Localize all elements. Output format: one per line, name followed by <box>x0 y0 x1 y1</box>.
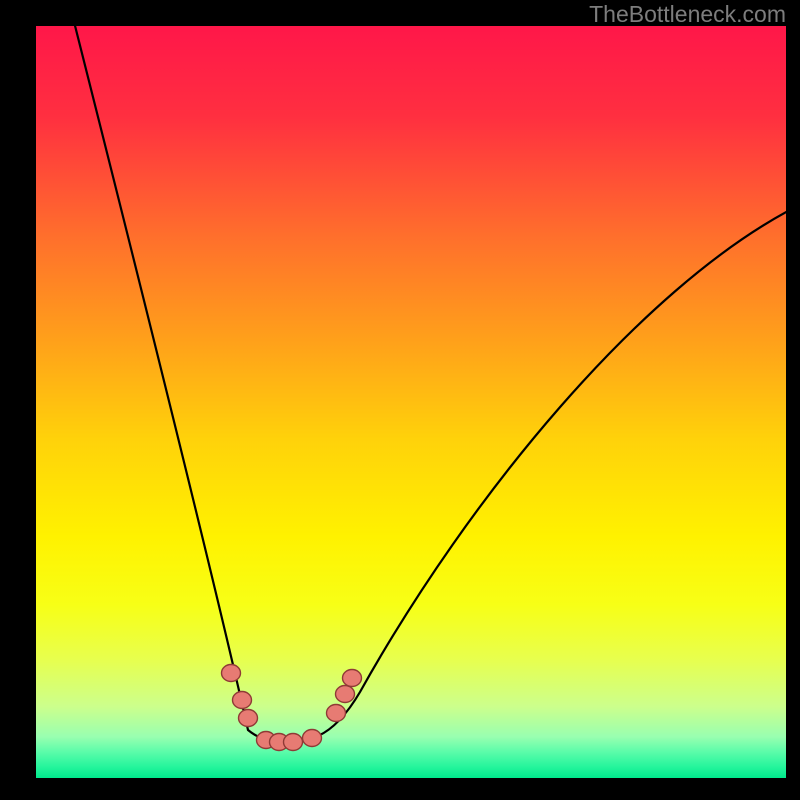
data-marker <box>233 692 252 709</box>
data-marker <box>239 710 258 727</box>
data-marker <box>284 734 303 751</box>
plot-svg <box>36 26 786 778</box>
data-marker <box>222 665 241 682</box>
data-marker <box>327 705 346 722</box>
data-marker <box>336 686 355 703</box>
plot-area <box>36 26 786 778</box>
data-marker <box>343 670 362 687</box>
data-marker <box>303 730 322 747</box>
watermark-text: TheBottleneck.com <box>589 1 786 28</box>
gradient-background <box>36 26 786 778</box>
